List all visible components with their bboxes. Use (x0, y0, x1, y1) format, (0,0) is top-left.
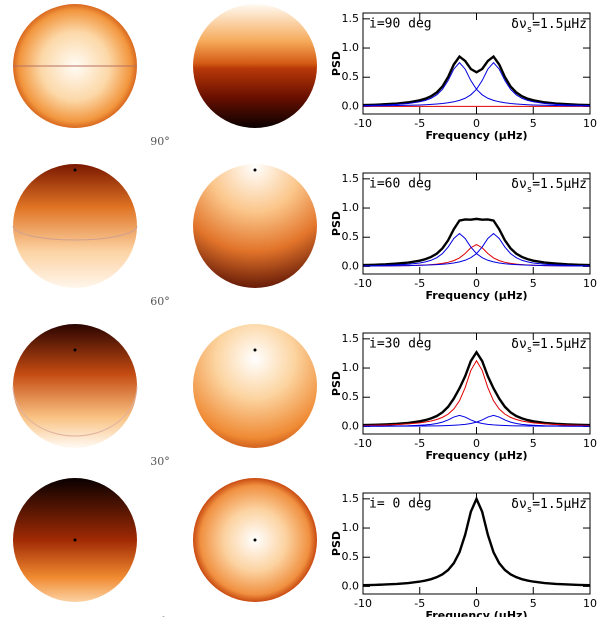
splitting-part: δν (511, 337, 527, 352)
y-tick-label: 0.5 (342, 550, 360, 563)
splitting-part: δν (511, 17, 527, 32)
y-tick-label: 1.0 (342, 361, 360, 374)
y-tick-label: 1.5 (342, 172, 360, 185)
sphere (193, 164, 317, 288)
x-tick-label: 10 (583, 437, 597, 450)
line (363, 361, 590, 426)
splitting-label: δνs=1.5μHz (511, 337, 587, 355)
splitting-part: =1.5μHz (532, 17, 587, 32)
y-tick-label: 1.0 (342, 201, 360, 214)
line (363, 63, 590, 106)
line (363, 234, 590, 267)
splitting-part: δν (511, 497, 527, 512)
y-tick-label: 0.5 (342, 390, 360, 403)
pole (254, 539, 257, 542)
y-tick-label: 1.5 (342, 492, 360, 505)
x-axis-label: Frequency (μHz) (426, 449, 528, 462)
y-tick-label: 1.5 (342, 332, 360, 345)
splitting-label: δνs=1.5μHz (511, 177, 587, 195)
line (363, 63, 590, 106)
line (363, 57, 590, 106)
x-axis-label: Frequency (μHz) (426, 289, 528, 302)
y-tick-label: 0.0 (342, 259, 360, 272)
annotation: i=90 deg (369, 17, 432, 32)
sphere (193, 4, 317, 128)
y-tick-label: 1.0 (342, 41, 360, 54)
x-tick-label: 5 (530, 437, 537, 450)
pole (254, 349, 257, 352)
x-tick-label: -5 (414, 117, 425, 130)
sphere-label: 60° (150, 295, 170, 308)
pole (74, 169, 77, 172)
splitting-part: =1.5μHz (532, 177, 587, 192)
figure: 90°60°30°0°0.00.51.01.5-10-50510Frequenc… (0, 0, 609, 617)
sphere (13, 164, 137, 288)
pole (74, 349, 77, 352)
x-tick-label: -10 (354, 437, 372, 450)
x-tick-label: -5 (414, 277, 425, 290)
y-tick-label: 1.0 (342, 521, 360, 534)
line (363, 234, 590, 267)
x-tick-label: -10 (354, 117, 372, 130)
splitting-label: δνs=1.5μHz (511, 17, 587, 35)
y-axis-label: PSD (330, 371, 343, 396)
x-tick-label: 10 (583, 277, 597, 290)
x-tick-label: 5 (530, 277, 537, 290)
y-axis-label: PSD (330, 531, 343, 556)
splitting-part: =1.5μHz (532, 497, 587, 512)
annotation: i=60 deg (369, 177, 432, 192)
y-tick-label: 0.0 (342, 99, 360, 112)
sphere (13, 324, 137, 448)
x-axis-label: Frequency (μHz) (426, 609, 528, 617)
line (363, 219, 590, 265)
pole (74, 539, 77, 542)
x-tick-label: -5 (414, 437, 425, 450)
x-tick-label: -10 (354, 277, 372, 290)
line (363, 499, 590, 585)
x-tick-label: 10 (583, 597, 597, 610)
line (363, 352, 590, 425)
annotation: i= 0 deg (369, 497, 432, 512)
y-tick-label: 0.0 (342, 419, 360, 432)
sphere-label: 30° (150, 455, 170, 468)
splitting-label: δνs=1.5μHz (511, 497, 587, 515)
x-axis-label: Frequency (μHz) (426, 129, 528, 142)
sphere-label: 90° (150, 135, 170, 148)
annotation: i=30 deg (369, 337, 432, 352)
y-tick-label: 0.0 (342, 579, 360, 592)
splitting-part: =1.5μHz (532, 337, 587, 352)
x-tick-label: 10 (583, 117, 597, 130)
x-tick-label: 5 (530, 117, 537, 130)
pole (254, 169, 257, 172)
y-axis-label: PSD (330, 211, 343, 236)
y-tick-label: 0.5 (342, 70, 360, 83)
x-tick-label: 5 (530, 597, 537, 610)
sphere (193, 324, 317, 448)
x-tick-label: -10 (354, 597, 372, 610)
x-tick-label: -5 (414, 597, 425, 610)
splitting-part: δν (511, 177, 527, 192)
y-tick-label: 0.5 (342, 230, 360, 243)
y-tick-label: 1.5 (342, 12, 360, 25)
y-axis-label: PSD (330, 51, 343, 76)
